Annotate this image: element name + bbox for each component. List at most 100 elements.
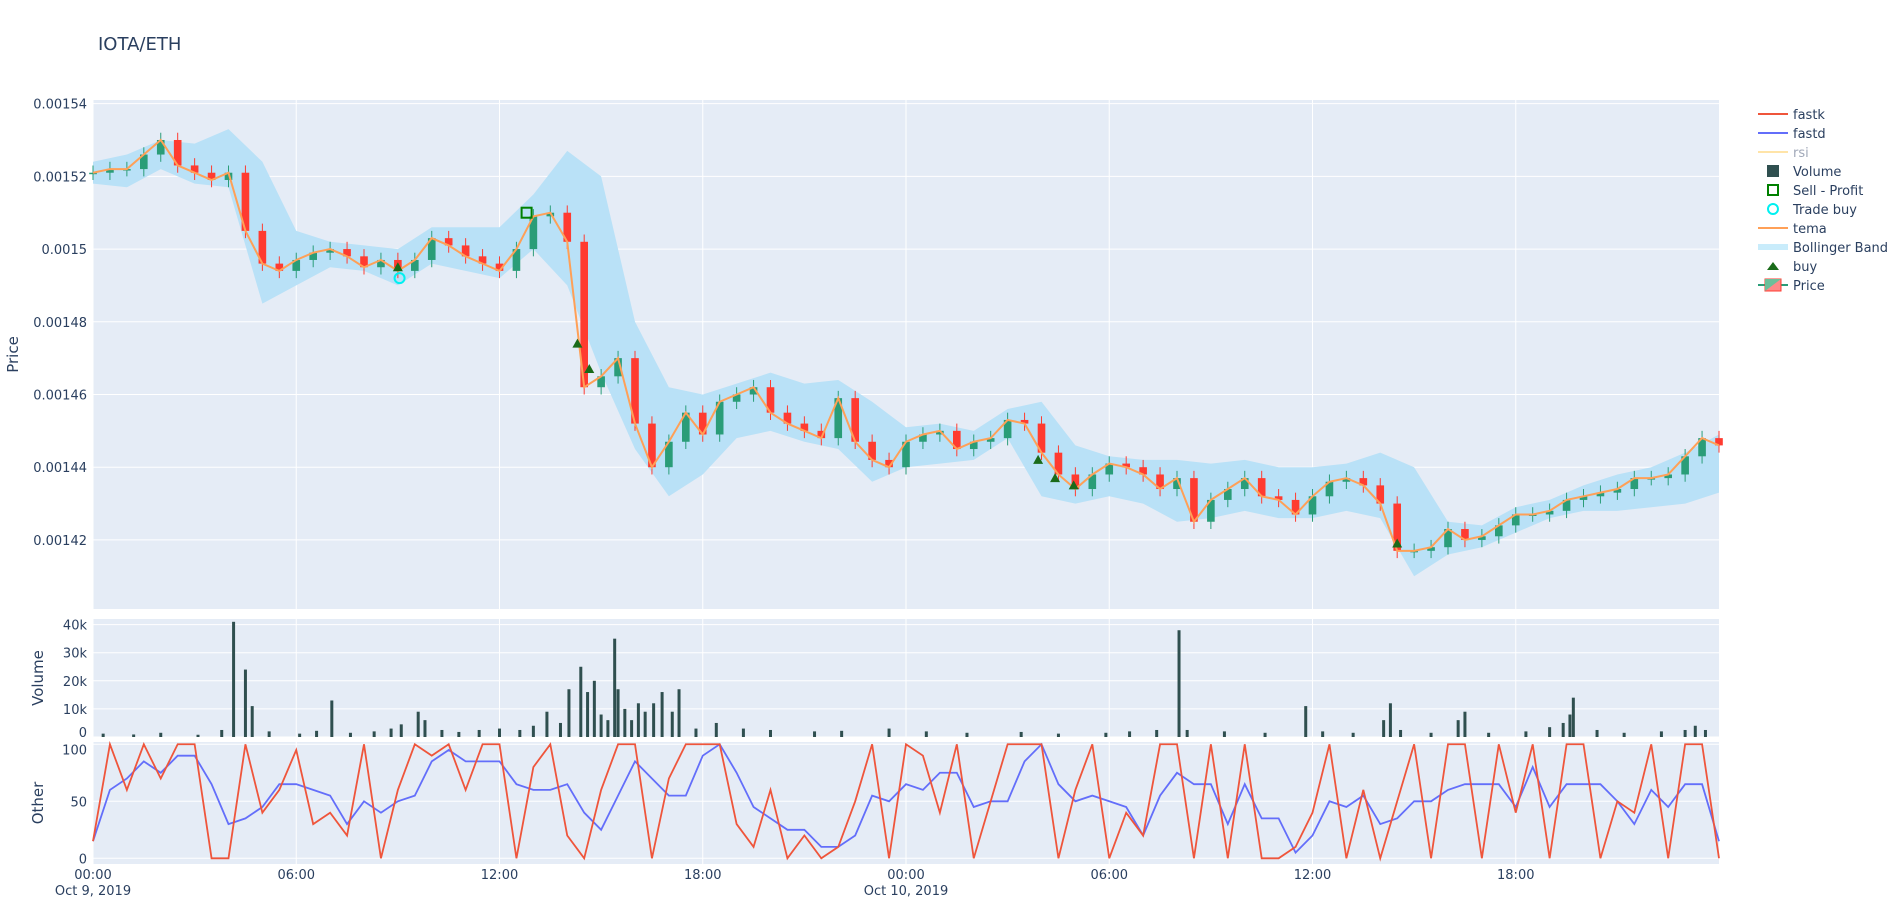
legend-label: fastk [1793, 108, 1825, 123]
candle-body [1105, 463, 1114, 475]
candle-body [1325, 481, 1334, 497]
volume-bar [643, 711, 647, 737]
chart-title: IOTA/ETH [98, 34, 181, 55]
candle-body [783, 412, 792, 424]
candle-body [1698, 438, 1706, 457]
legend-item[interactable]: Sell - Profit [1767, 184, 1863, 199]
buy-marker [1068, 480, 1079, 490]
volume-bar [1019, 731, 1023, 737]
legend-label: Sell - Profit [1793, 184, 1863, 199]
y-tick-label: 0.0015 [42, 243, 88, 258]
candle-body [1054, 452, 1063, 475]
buy-marker [1392, 538, 1403, 548]
volume-bar [440, 729, 444, 737]
candle-body [1596, 492, 1605, 497]
candle-body [1359, 478, 1368, 486]
candle-body [140, 154, 148, 170]
candle-body [1291, 499, 1300, 515]
candle-body [749, 387, 758, 395]
candle-body [1274, 496, 1283, 500]
candle-body [614, 358, 622, 377]
legend-label: Price [1793, 279, 1825, 294]
volume-bar [579, 666, 583, 737]
volume-bar [159, 732, 163, 737]
candle-body [1071, 474, 1080, 490]
volume-bar [741, 728, 745, 737]
tema-line [92, 138, 1720, 552]
volume-bar [399, 724, 403, 737]
legend-item[interactable]: tema [1758, 222, 1827, 237]
candle-body [969, 441, 978, 450]
candle-body [648, 423, 656, 468]
candle-body [1173, 478, 1181, 490]
volume-bar [599, 714, 603, 737]
sell-profit-marker [520, 206, 533, 219]
legend-label: fastd [1793, 127, 1826, 142]
volume-bar [616, 689, 620, 737]
candle-body [444, 238, 453, 246]
x-tick-date: Oct 9, 2019 [55, 884, 131, 899]
candle-body [258, 230, 267, 264]
volume-bar [1703, 729, 1707, 737]
legend-item[interactable]: fastk [1758, 108, 1825, 123]
candle-body [1427, 547, 1435, 551]
candle-body [275, 263, 284, 271]
legend[interactable]: fastk fastd rsi Volume Sell - Profit Trade bu… [1758, 108, 1888, 294]
candle-body [953, 430, 961, 450]
buy-marker [572, 338, 583, 348]
y-axis-title-other: Other [29, 781, 47, 824]
legend-label: Bollinger Band [1793, 241, 1888, 256]
legend-item[interactable]: rsi [1758, 146, 1809, 161]
candle-body [1478, 536, 1486, 540]
candle-body [817, 430, 826, 439]
volume-bar [1429, 732, 1433, 737]
candlestick-icon [1765, 279, 1781, 291]
volume-bar [630, 720, 634, 737]
candle-body [1376, 485, 1385, 504]
candle-body [766, 387, 775, 413]
legend-item[interactable]: Volume [1767, 165, 1841, 180]
volume-bar [348, 732, 352, 737]
x-tick-label: 18:00 [684, 868, 721, 883]
candle-body [1630, 478, 1639, 490]
candle-body [427, 238, 436, 260]
x-tick-label: 00:00 [74, 868, 111, 883]
candle-body [1545, 510, 1554, 515]
candle-body [834, 398, 843, 439]
volume-bar [1321, 731, 1325, 737]
candle-body [529, 216, 538, 250]
volume-bar [1487, 732, 1491, 737]
legend-item[interactable]: fastd [1758, 127, 1826, 142]
x-tick-date: Oct 10, 2019 [864, 884, 949, 899]
volume-bar [416, 711, 420, 737]
legend-item[interactable]: Trade buy [1767, 203, 1857, 218]
candle-body [1715, 438, 1723, 446]
candle-body [1207, 499, 1215, 522]
fastd-line [92, 742, 1720, 855]
volume-bar [813, 731, 817, 737]
legend-item[interactable]: Bollinger Band [1758, 241, 1888, 256]
volume-bar [1693, 725, 1697, 737]
legend-item[interactable]: buy [1767, 260, 1817, 275]
candle-body [936, 430, 944, 435]
legend-item[interactable]: Price [1758, 278, 1825, 294]
candle-body [1037, 423, 1046, 453]
band-icon [1758, 244, 1788, 250]
candle-body [207, 172, 216, 180]
y-tick-label: 10k [63, 703, 88, 718]
volume-bar [1056, 733, 1060, 737]
volume-bar [1177, 630, 1181, 737]
volume-bar [1456, 720, 1460, 737]
y-tick-label: 40k [63, 619, 88, 634]
volume-bar [1388, 703, 1392, 737]
volume-bar [267, 731, 271, 737]
candle-body [919, 434, 927, 442]
y-tick-label: 0.00152 [33, 170, 87, 185]
candle-body [1003, 419, 1012, 439]
candle-body [1511, 514, 1520, 526]
volume-bar [965, 732, 969, 737]
legend-label: Trade buy [1792, 203, 1857, 218]
volume-bar [1561, 722, 1565, 737]
candle-body [309, 252, 317, 260]
candle-body [597, 376, 605, 388]
